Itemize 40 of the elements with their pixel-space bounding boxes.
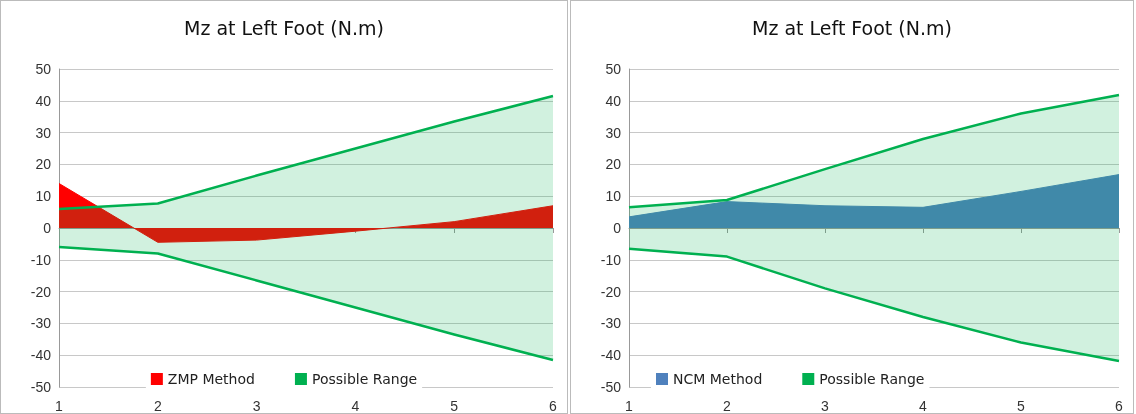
y-tick-label: -30	[600, 315, 622, 332]
y-tick-label: -10	[30, 251, 52, 268]
y-tick-label: 30	[35, 124, 52, 141]
y-tick-label: 50	[35, 61, 52, 77]
y-tick-label: -30	[30, 315, 52, 332]
legend-label: NCM Method	[673, 371, 763, 387]
legend-label: Possible Range	[819, 371, 925, 387]
x-tick-label: 2	[153, 398, 162, 414]
y-tick-label: -50	[30, 379, 52, 395]
y-tick-label: -20	[600, 283, 622, 300]
y-tick-label: -40	[600, 347, 622, 364]
y-tick-label: -40	[30, 347, 52, 364]
y-tick-label: 20	[605, 156, 622, 173]
y-tick-label: 20	[35, 156, 52, 173]
x-tick-label: 3	[252, 398, 261, 414]
y-tick-label: 40	[35, 92, 52, 109]
chart-title: Mz at Left Foot (N.m)	[752, 16, 952, 39]
x-tick-label: 1	[55, 398, 64, 414]
y-tick-label: 30	[605, 124, 622, 141]
y-tick-label: 0	[613, 220, 622, 236]
y-tick-label: 10	[35, 188, 52, 205]
x-tick-label: 4	[351, 398, 360, 414]
legend-label: ZMP Method	[167, 371, 255, 387]
y-tick-label: 40	[605, 92, 622, 109]
x-tick-label: 1	[625, 398, 634, 414]
y-tick-label: -20	[30, 283, 52, 300]
y-tick-label: -50	[600, 379, 622, 395]
chart-title: Mz at Left Foot (N.m)	[184, 16, 384, 39]
y-tick-label: 0	[43, 220, 52, 236]
x-tick-label: 2	[723, 398, 732, 414]
y-tick-label: -10	[600, 251, 622, 268]
x-tick-label: 6	[549, 398, 558, 414]
x-tick-label: 4	[919, 398, 928, 414]
y-tick-label: 10	[605, 188, 622, 205]
x-tick-label: 5	[1017, 398, 1026, 414]
legend-label: Possible Range	[311, 371, 418, 387]
x-tick-label: 5	[450, 398, 459, 414]
x-tick-label: 6	[1115, 398, 1124, 414]
y-tick-label: 50	[605, 61, 622, 77]
x-tick-label: 3	[821, 398, 830, 414]
